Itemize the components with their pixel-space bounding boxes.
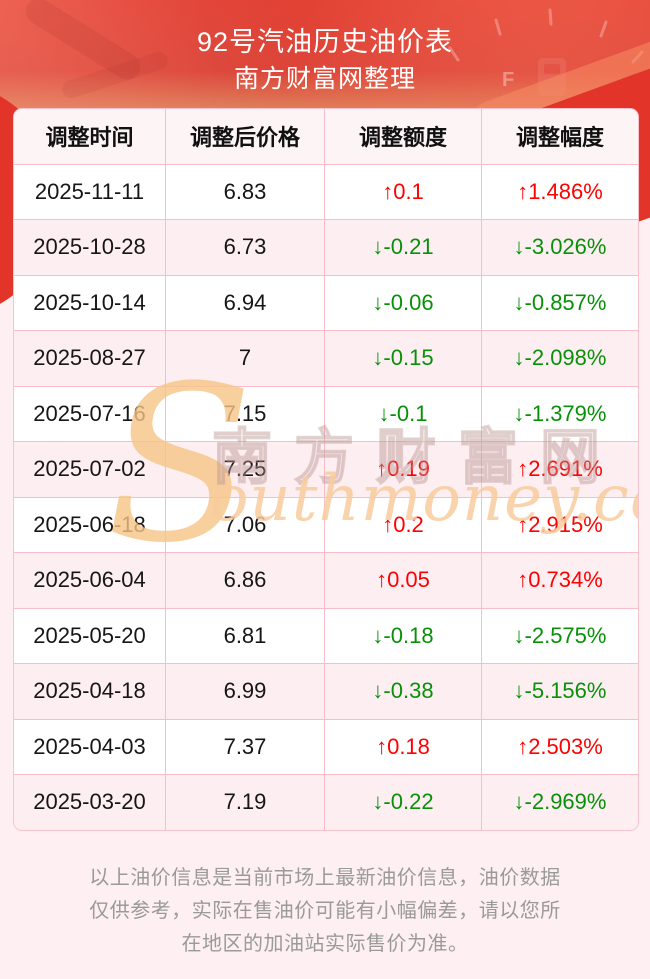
cell-adjusted-price: 7.37: [166, 719, 325, 774]
cell-change-amount: ↓-0.15: [325, 331, 482, 386]
cell-adjust-date: 2025-10-14: [14, 275, 166, 330]
cell-adjusted-price: 7.06: [166, 497, 325, 552]
cell-change-percent: ↑0.734%: [517, 567, 603, 593]
table-row: 2025-10-14 6.94 ↓-0.06 ↓-0.857%: [14, 275, 638, 331]
column-header: 调整幅度: [515, 125, 604, 151]
cell-adjusted-price: 7: [166, 331, 325, 386]
cell-change-percent: ↓-5.156%: [513, 678, 607, 704]
table-header-row: 调整时间 调整后价格 调整额度 调整幅度: [14, 109, 638, 165]
table-row: 2025-05-20 6.81 ↓-0.18 ↓-2.575%: [14, 608, 638, 664]
price-table: 调整时间 调整后价格 调整额度 调整幅度 2025-11-11 6.83 ↑0.1 ↑…: [13, 108, 639, 831]
cell-adjusted-price: 6.94: [166, 275, 325, 330]
cell-change-amount: ↑0.05: [325, 553, 482, 608]
table-row: 2025-04-18 6.99 ↓-0.38 ↓-5.156%: [14, 664, 638, 720]
cell-change-percent: ↓-3.026%: [513, 234, 607, 260]
cell-adjust-date: 2025-04-03: [14, 719, 166, 774]
table-row: 2025-06-18 7.06 ↑0.2 ↑2.915%: [14, 497, 638, 553]
disclaimer-text: 以上油价信息是当前市场上最新油价信息，油价数据仅供参考，实际在售油价可能有小幅偏…: [89, 867, 561, 955]
cell-adjusted-price: 7.19: [166, 775, 325, 830]
cell-adjusted-price: 6.99: [166, 664, 325, 719]
table-body: 2025-11-11 6.83 ↑0.1 ↑1.486% 2025-10-28 …: [14, 164, 638, 830]
cell-change-percent: ↓-2.575%: [513, 622, 607, 648]
cell-adjust-date: 2025-11-11: [14, 164, 166, 219]
cell-change-amount: ↓-0.22: [325, 775, 482, 830]
cell-change-percent: ↓-2.098%: [513, 345, 607, 371]
cell-change-percent: ↓-2.969%: [513, 789, 607, 815]
cell-adjusted-price: 6.73: [166, 220, 325, 275]
table-row: 2025-08-27 7 ↓-0.15 ↓-2.098%: [14, 331, 638, 387]
cell-change-amount: ↓-0.06: [325, 275, 482, 330]
table-row: 2025-11-11 6.83 ↑0.1 ↑1.486%: [14, 164, 638, 220]
page-title: 92号汽油历史油价表: [196, 27, 454, 57]
cell-adjust-date: 2025-04-18: [14, 664, 166, 719]
cell-change-percent: ↑2.915%: [517, 511, 603, 537]
cell-adjust-date: 2025-06-04: [14, 553, 166, 608]
cell-adjust-date: 2025-08-27: [14, 331, 166, 386]
table-row: 2025-06-04 6.86 ↑0.05 ↑0.734%: [14, 553, 638, 609]
footer: 以上油价信息是当前市场上最新油价信息，油价数据仅供参考，实际在售油价可能有小幅偏…: [80, 862, 570, 961]
cell-change-amount: ↑0.2: [325, 497, 482, 552]
table-row: 2025-03-20 7.19 ↓-0.22 ↓-2.969%: [14, 775, 638, 830]
cell-adjust-date: 2025-03-20: [14, 775, 166, 830]
cell-change-percent: ↑1.486%: [517, 178, 603, 204]
cell-change-amount: ↓-0.18: [325, 608, 482, 663]
cell-change-amount: ↓-0.1: [325, 386, 482, 441]
table-row: 2025-10-28 6.73 ↓-0.21 ↓-3.026%: [14, 220, 638, 276]
cell-change-percent: ↓-1.379%: [513, 400, 607, 426]
cell-change-amount: ↓-0.21: [325, 220, 482, 275]
cell-change-amount: ↑0.18: [325, 719, 482, 774]
column-header: 调整后价格: [166, 109, 325, 164]
column-header: 调整额度: [325, 109, 482, 164]
cell-adjusted-price: 6.86: [166, 553, 325, 608]
table-row: 2025-07-16 7.15 ↓-0.1 ↓-1.379%: [14, 386, 638, 442]
cell-adjust-date: 2025-10-28: [14, 220, 166, 275]
cell-change-amount: ↑0.1: [325, 164, 482, 219]
column-header: 调整时间: [14, 109, 166, 164]
cell-change-percent: ↑2.503%: [517, 733, 603, 759]
svg-text:F: F: [502, 69, 514, 91]
cell-adjusted-price: 7.15: [166, 386, 325, 441]
cell-adjusted-price: 6.81: [166, 608, 325, 663]
cell-adjust-date: 2025-05-20: [14, 608, 166, 663]
cell-change-amount: ↓-0.38: [325, 664, 482, 719]
cell-adjusted-price: 6.83: [166, 164, 325, 219]
cell-adjust-date: 2025-07-16: [14, 386, 166, 441]
cell-change-amount: ↑0.19: [325, 442, 482, 497]
cell-change-percent: ↑2.691%: [517, 456, 603, 482]
cell-change-percent: ↓-0.857%: [513, 289, 607, 315]
table-row: 2025-04-03 7.37 ↑0.18 ↑2.503%: [14, 719, 638, 775]
cell-adjust-date: 2025-06-18: [14, 497, 166, 552]
table-row: 2025-07-02 7.25 ↑0.19 ↑2.691%: [14, 442, 638, 498]
cell-adjust-date: 2025-07-02: [14, 442, 166, 497]
cell-adjusted-price: 7.25: [166, 442, 325, 497]
page-subtitle: 南方财富网整理: [233, 65, 416, 93]
